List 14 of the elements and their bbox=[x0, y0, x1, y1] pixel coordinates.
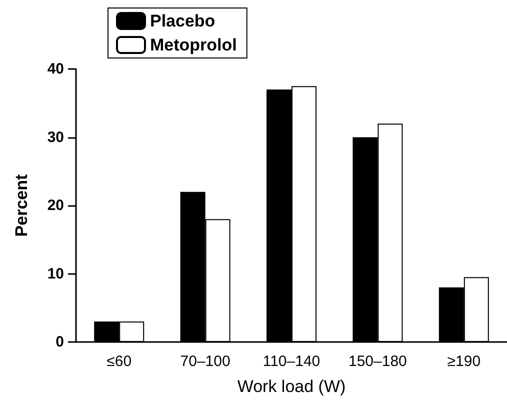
x-tick-label: ≥190 bbox=[447, 353, 481, 370]
legend-label: Metoprolol bbox=[150, 36, 237, 54]
y-tick-label: 0 bbox=[56, 334, 64, 350]
x-tick-label: ≤60 bbox=[106, 353, 132, 370]
y-tick-label: 20 bbox=[47, 197, 64, 214]
x-axis-title: Work load (W) bbox=[237, 377, 346, 396]
y-tick-label: 30 bbox=[47, 128, 64, 146]
y-tick-label: 10 bbox=[47, 265, 64, 282]
legend-label: Placebo bbox=[150, 12, 216, 30]
x-tick-label: 150–180 bbox=[348, 353, 407, 370]
y-axis-title: Percent bbox=[12, 174, 31, 237]
x-tick-label: 70–100 bbox=[180, 353, 230, 370]
x-tick-label: 110–140 bbox=[262, 353, 320, 370]
y-tick-label: 40 bbox=[47, 60, 64, 78]
